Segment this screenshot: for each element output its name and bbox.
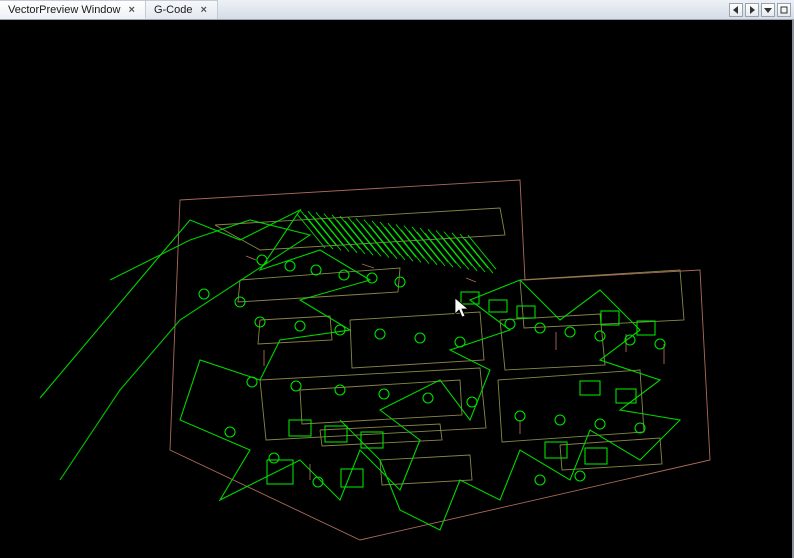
preview-canvas[interactable] [0, 20, 794, 558]
tab-next-button[interactable] [745, 3, 759, 17]
tab-vectorpreview[interactable]: VectorPreview Window × [0, 0, 146, 19]
tab-label: VectorPreview Window [8, 4, 121, 16]
tab-prev-button[interactable] [729, 3, 743, 17]
tab-controls [729, 0, 794, 19]
tab-max-button[interactable] [777, 3, 791, 17]
close-icon[interactable]: × [127, 4, 137, 16]
tab-label: G-Code [154, 4, 193, 16]
close-icon[interactable]: × [198, 4, 208, 16]
tab-gcode[interactable]: G-Code × [146, 0, 218, 19]
tab-menu-button[interactable] [761, 3, 775, 17]
tab-bar: VectorPreview Window × G-Code × [0, 0, 794, 20]
vector-preview-viewport[interactable] [0, 20, 794, 558]
